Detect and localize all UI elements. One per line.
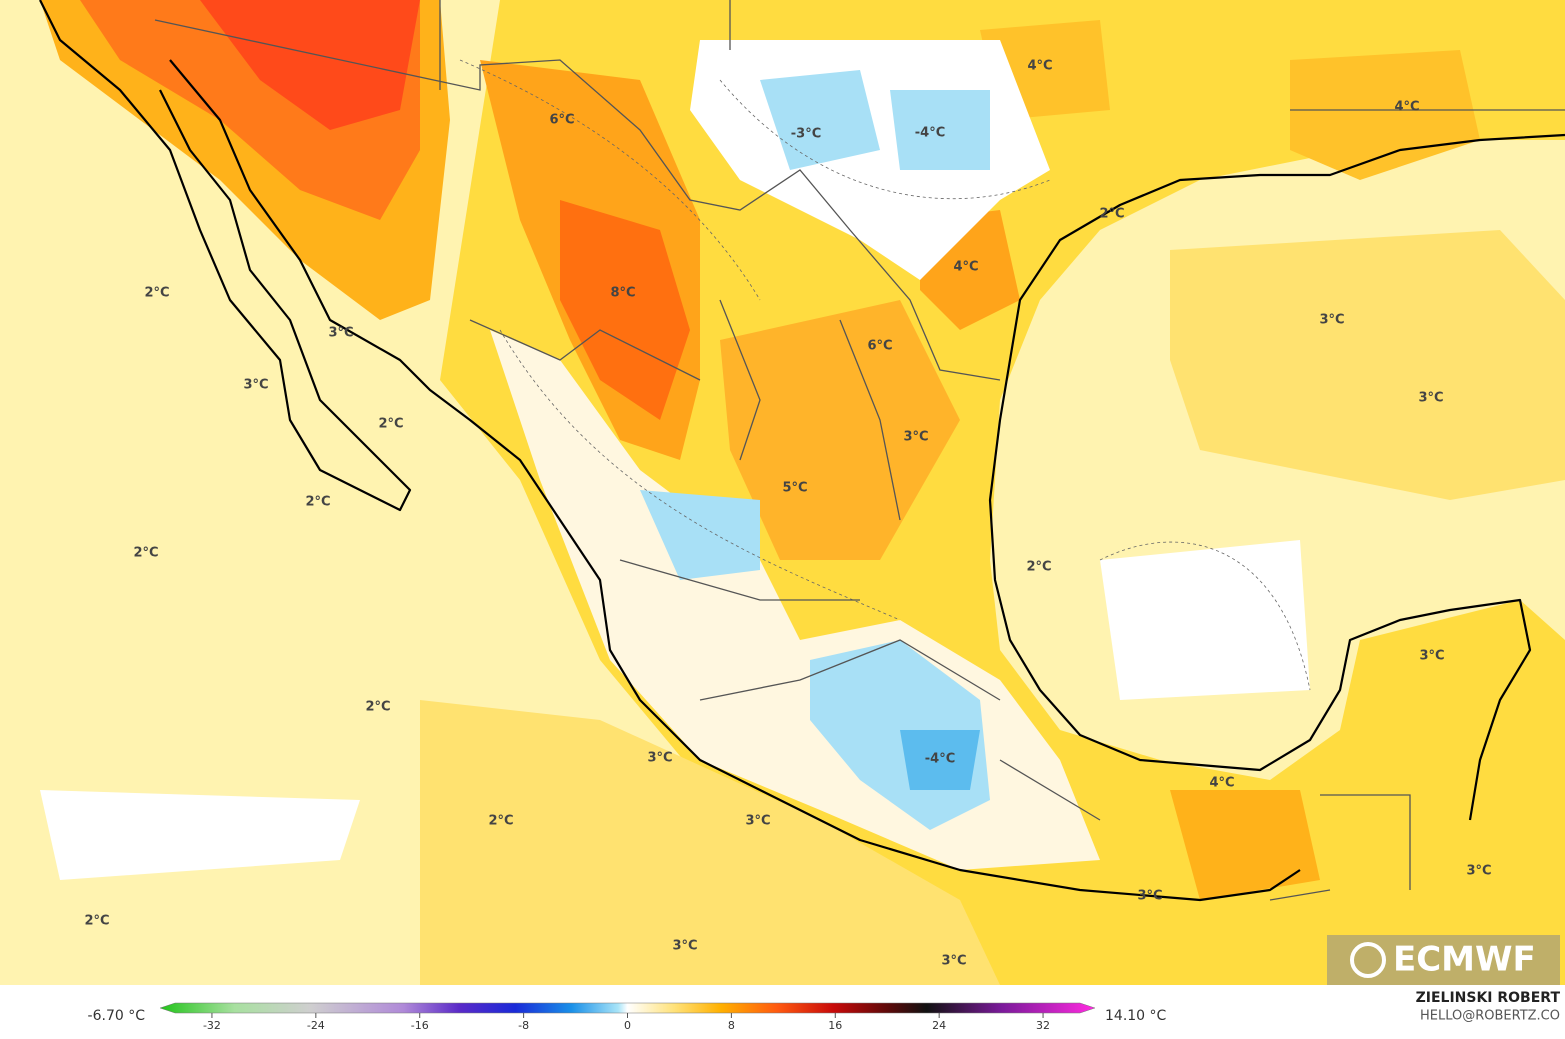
coastline <box>169 59 1301 902</box>
temperature-label: -4°C <box>915 126 945 141</box>
colorbar-tick-label: 24 <box>932 1019 946 1032</box>
colorbar-tick-label: 8 <box>728 1019 735 1032</box>
warm-area <box>1290 50 1480 180</box>
temperature-label: -3°C <box>791 127 821 142</box>
coastline <box>39 0 412 512</box>
temperature-label: 2°C <box>84 914 109 929</box>
colorbar-tick-label: -24 <box>307 1019 325 1032</box>
state-border <box>469 299 1101 821</box>
temperature-label: 3°C <box>647 751 672 766</box>
cool-area <box>760 70 990 170</box>
temperature-label: 3°C <box>745 814 770 829</box>
ocean-field <box>420 700 1000 985</box>
colorbar-scale <box>159 1002 1096 1014</box>
temperature-label: 3°C <box>1319 313 1344 328</box>
watermark-logo <box>1350 942 1386 978</box>
temperature-label: 2°C <box>1026 560 1051 575</box>
temperature-label: 2°C <box>305 495 330 510</box>
colorbar: -6.70 °C 14.10 °C -32 -24 -16 -8 0 8 16 24 32 <box>88 1002 1167 1032</box>
temperature-label: 2°C <box>133 546 158 561</box>
temperature-label: 2°C <box>365 700 390 715</box>
map-area: 4°C 4°C 6°C -3°C -4°C 2°C 4°C 8°C 2°C 3°C 3°C 6°C 3°… <box>0 0 1565 985</box>
colorbar-tick-label: 0 <box>624 1019 631 1032</box>
temperature-label: 3°C <box>1466 864 1491 879</box>
temperature-label: 4°C <box>1209 776 1234 791</box>
temperature-label: 3°C <box>1419 649 1444 664</box>
contact: HELLO@ROBERTZ.CO <box>1420 1009 1560 1024</box>
temperature-label: 4°C <box>1027 59 1052 74</box>
temperature-label: 3°C <box>1137 889 1162 904</box>
temperature-label: 3°C <box>903 430 928 445</box>
warm-area <box>560 200 690 420</box>
warm-area <box>1170 790 1320 900</box>
temperature-label: 6°C <box>549 113 574 128</box>
temperature-label: 3°C <box>328 326 353 341</box>
watermark: ECMWF <box>1393 940 1536 980</box>
border <box>154 0 1565 901</box>
temperature-label: 3°C <box>243 378 268 393</box>
coastline <box>988 133 1565 821</box>
cool-area <box>900 730 980 790</box>
colorbar-tick-label: 32 <box>1036 1019 1050 1032</box>
ocean-field <box>1170 230 1565 500</box>
colorbar-min: -6.70 °C <box>88 1008 146 1024</box>
temperature-label: 3°C <box>672 939 697 954</box>
temperature-label: 2°C <box>378 417 403 432</box>
temperature-label: 6°C <box>867 339 892 354</box>
temperature-label: 2°C <box>144 286 169 301</box>
temperature-label: 5°C <box>782 481 807 496</box>
warm-area <box>720 300 960 560</box>
temperature-label: 2°C <box>488 814 513 829</box>
temperature-label: 3°C <box>941 954 966 969</box>
colorbar-tick-label: -16 <box>411 1019 429 1032</box>
colorbar-tick-label: -32 <box>203 1019 221 1032</box>
temperature-label: -4°C <box>925 752 955 767</box>
colorbar-max: 14.10 °C <box>1105 1008 1167 1024</box>
warm-area <box>200 0 420 130</box>
colorbar-tick-label: 16 <box>828 1019 842 1032</box>
colorbar-tick-label: -8 <box>518 1019 529 1032</box>
temperature-label: 2°C <box>1099 207 1124 222</box>
temperature-label: 8°C <box>610 286 635 301</box>
temperature-label: 4°C <box>1394 100 1419 115</box>
neutral-area <box>40 540 1310 880</box>
temperature-label: 3°C <box>1418 391 1443 406</box>
map-labels: 4°C 4°C 6°C -3°C -4°C 2°C 4°C 8°C 2°C 3°C 3°C 6°C 3°… <box>84 59 1491 969</box>
temperature-label: 4°C <box>953 260 978 275</box>
author: ZIELINSKI ROBERT <box>1416 990 1561 1006</box>
